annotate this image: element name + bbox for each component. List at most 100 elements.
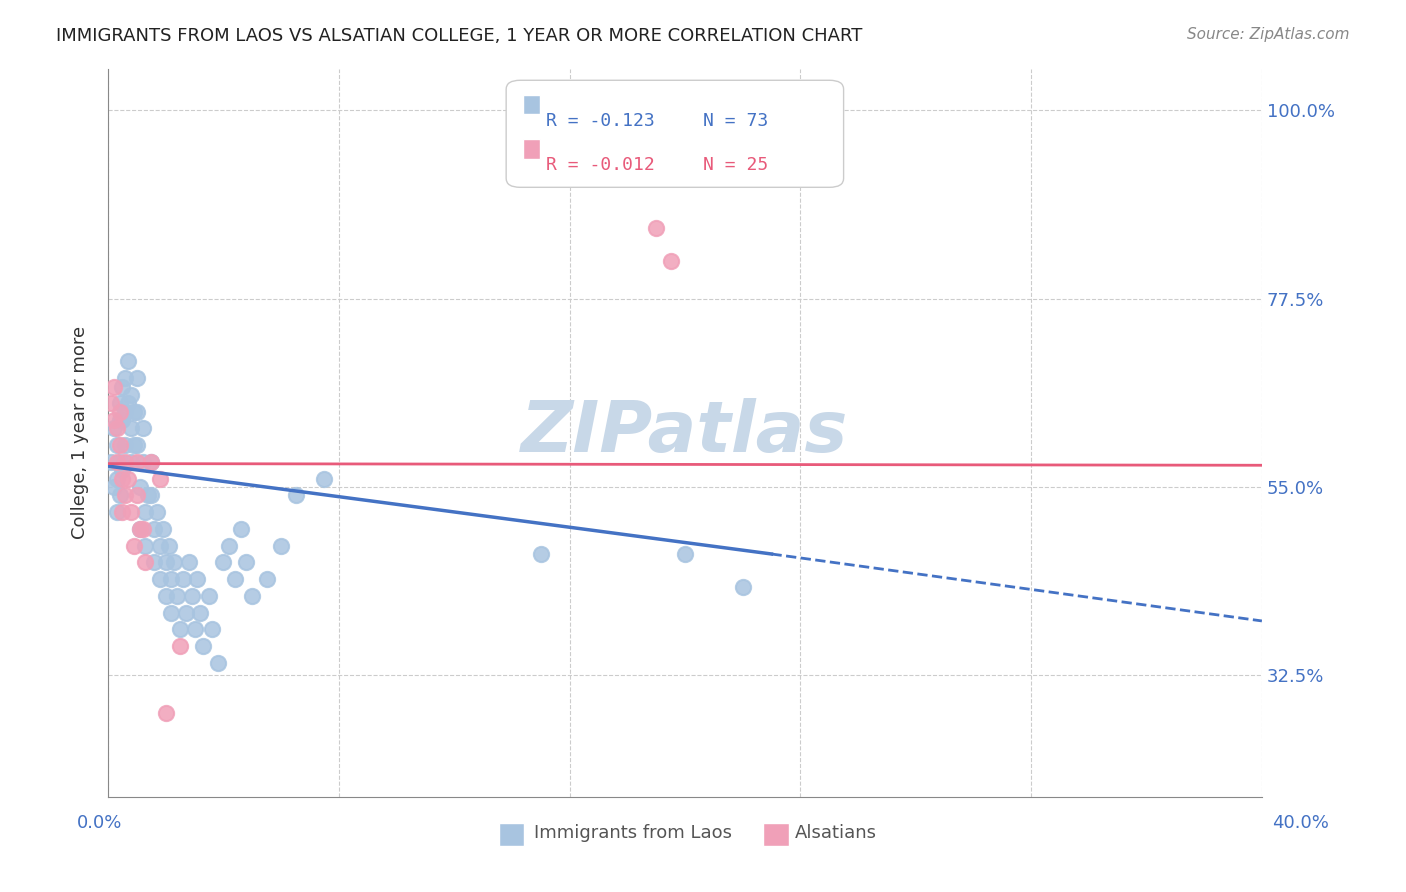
Point <box>155 555 177 569</box>
Point <box>111 463 134 477</box>
Point <box>125 455 148 469</box>
Text: 0.0%: 0.0% <box>77 814 122 831</box>
Point <box>149 539 172 553</box>
Text: N = 25: N = 25 <box>703 156 768 174</box>
Point <box>177 555 200 569</box>
Point <box>659 254 682 268</box>
Point <box>114 488 136 502</box>
Point <box>125 371 148 385</box>
Point <box>105 455 128 469</box>
Point <box>128 522 150 536</box>
Point <box>105 472 128 486</box>
Point <box>256 572 278 586</box>
Point <box>160 606 183 620</box>
Point <box>224 572 246 586</box>
Point <box>193 639 215 653</box>
Point <box>108 405 131 419</box>
Point <box>120 388 142 402</box>
Point <box>131 522 153 536</box>
Text: R = -0.012: R = -0.012 <box>546 156 654 174</box>
Point <box>120 421 142 435</box>
Point <box>128 522 150 536</box>
Point <box>152 522 174 536</box>
Point <box>108 455 131 469</box>
Point <box>134 505 156 519</box>
Point <box>103 421 125 435</box>
Point <box>183 623 205 637</box>
Point <box>114 405 136 419</box>
Text: R = -0.123: R = -0.123 <box>546 112 654 129</box>
Point <box>120 455 142 469</box>
Point <box>180 589 202 603</box>
Point <box>218 539 240 553</box>
Point <box>103 480 125 494</box>
Point <box>111 379 134 393</box>
Point <box>530 547 553 561</box>
Point <box>163 555 186 569</box>
Point <box>240 589 263 603</box>
Point <box>114 371 136 385</box>
Point <box>103 379 125 393</box>
Text: IMMIGRANTS FROM LAOS VS ALSATIAN COLLEGE, 1 YEAR OR MORE CORRELATION CHART: IMMIGRANTS FROM LAOS VS ALSATIAN COLLEGE… <box>56 27 863 45</box>
Text: Source: ZipAtlas.com: Source: ZipAtlas.com <box>1187 27 1350 42</box>
Point <box>122 405 145 419</box>
Point <box>212 555 235 569</box>
Point <box>146 505 169 519</box>
Point <box>141 488 163 502</box>
Point <box>103 413 125 427</box>
Point <box>160 572 183 586</box>
Point <box>198 589 221 603</box>
Point <box>155 589 177 603</box>
Point <box>117 472 139 486</box>
Point <box>143 522 166 536</box>
Point <box>172 572 194 586</box>
Point <box>138 488 160 502</box>
Point <box>134 555 156 569</box>
Point <box>131 455 153 469</box>
Point <box>169 639 191 653</box>
Point <box>131 421 153 435</box>
Text: Immigrants from Laos: Immigrants from Laos <box>534 824 733 842</box>
Point <box>120 505 142 519</box>
Point <box>141 455 163 469</box>
Point <box>174 606 197 620</box>
Point <box>117 354 139 368</box>
Point <box>141 455 163 469</box>
Point <box>731 581 754 595</box>
Point <box>284 488 307 502</box>
Point <box>114 455 136 469</box>
Point <box>105 505 128 519</box>
Point <box>117 396 139 410</box>
Point <box>108 396 131 410</box>
Point <box>108 438 131 452</box>
Point <box>149 572 172 586</box>
Text: Alsatians: Alsatians <box>794 824 876 842</box>
Point <box>122 539 145 553</box>
Point <box>155 706 177 720</box>
Point <box>270 539 292 553</box>
Point <box>673 547 696 561</box>
Point <box>100 396 122 410</box>
Point <box>645 220 668 235</box>
Text: 40.0%: 40.0% <box>1272 814 1329 831</box>
Point <box>134 539 156 553</box>
Text: N = 73: N = 73 <box>703 112 768 129</box>
Point <box>235 555 257 569</box>
Point <box>108 413 131 427</box>
Point <box>111 413 134 427</box>
Point <box>125 405 148 419</box>
Point <box>128 480 150 494</box>
Text: ZIPatlas: ZIPatlas <box>522 398 849 467</box>
Point <box>314 472 336 486</box>
Point <box>157 539 180 553</box>
Point <box>114 438 136 452</box>
Y-axis label: College, 1 year or more: College, 1 year or more <box>72 326 89 539</box>
Point <box>100 455 122 469</box>
Point <box>111 472 134 486</box>
Point <box>143 555 166 569</box>
Point <box>108 488 131 502</box>
Point <box>111 505 134 519</box>
Point <box>207 656 229 670</box>
Point <box>201 623 224 637</box>
Point <box>169 623 191 637</box>
